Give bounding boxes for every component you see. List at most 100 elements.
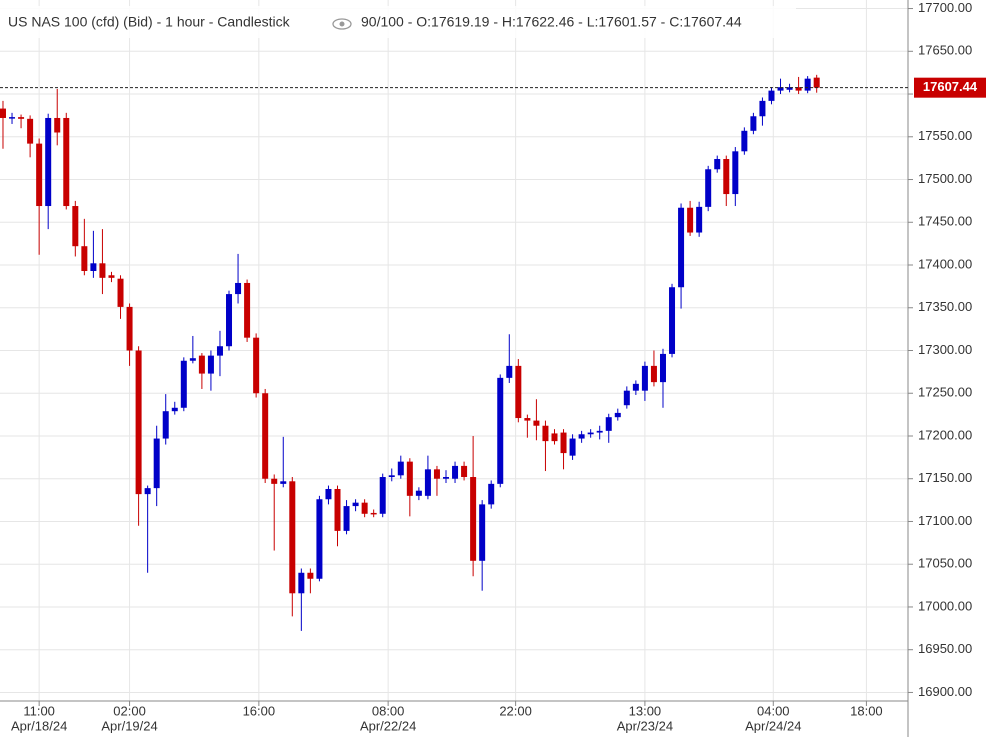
candle-body (515, 365, 522, 419)
eye-icon (332, 18, 352, 30)
candle-body (90, 263, 97, 271)
y-tick-label: 17100.00 (918, 513, 972, 528)
x-tick-label: 22:00 (499, 703, 532, 718)
candle-body (560, 432, 567, 454)
grid (0, 0, 908, 701)
candle-body (370, 512, 377, 515)
candle-body (144, 488, 151, 495)
candle-body (759, 100, 766, 117)
x-tick-label: 16:00 (243, 703, 276, 718)
candle-body (63, 117, 70, 207)
candles (0, 74, 820, 631)
y-tick-label: 16900.00 (918, 684, 972, 699)
candle-body (542, 425, 549, 442)
candle-body (461, 465, 468, 478)
candle-body (45, 117, 52, 207)
candle-body (388, 475, 395, 478)
chart-title: US NAS 100 (cfd) (Bid) - 1 hour - Candle… (8, 14, 291, 30)
y-tick-label: 17150.00 (918, 470, 972, 485)
x-date-label: Apr/18/24 (11, 718, 67, 733)
candle-body (433, 469, 440, 479)
candle-body (650, 365, 657, 383)
candle-body (153, 438, 160, 489)
candle-body (614, 412, 621, 418)
candle-body (226, 294, 233, 347)
candle-body (207, 355, 214, 374)
x-date-label: Apr/24/24 (745, 718, 801, 733)
candle-body (189, 358, 196, 361)
candle-body (298, 572, 305, 594)
x-date-label: Apr/22/24 (360, 718, 416, 733)
candle-body (533, 420, 540, 426)
y-tick-label: 17350.00 (918, 299, 972, 314)
y-tick-label: 17050.00 (918, 556, 972, 571)
candle-body (578, 434, 585, 439)
candle-body (81, 246, 88, 271)
candle-body (569, 438, 576, 456)
candle-body (497, 377, 504, 484)
candle-body (262, 393, 269, 479)
candle-body (379, 477, 386, 514)
candle-body (479, 504, 486, 561)
candle-body (524, 418, 531, 421)
y-tick-label: 17650.00 (918, 43, 972, 58)
candle-body (343, 506, 350, 531)
last-price-label: 17607.44 (923, 79, 978, 94)
y-tick-label: 17450.00 (918, 214, 972, 229)
candle-body (117, 278, 124, 307)
candle-body (768, 90, 775, 101)
candle-body (777, 87, 784, 91)
candle-body (470, 477, 477, 561)
candle-body (0, 108, 6, 118)
candle-body (325, 488, 332, 500)
candle-body (741, 130, 748, 152)
candle-body (641, 365, 648, 391)
candle-body (732, 151, 739, 195)
candle-body (216, 346, 223, 356)
candle-body (36, 143, 43, 207)
candle-body (18, 117, 25, 119)
candle-body (488, 483, 495, 505)
candle-body (135, 350, 142, 495)
x-tick-label: 11:00 (23, 703, 55, 718)
candle-body (687, 207, 694, 233)
candle-body (244, 282, 251, 338)
last-price-tag (914, 77, 986, 98)
candle-body (406, 461, 413, 496)
candle-body (795, 87, 802, 91)
candle-body (108, 275, 115, 278)
candle-body (280, 481, 287, 484)
candle-body (180, 360, 187, 408)
candle-body (452, 465, 459, 479)
candle-body (9, 117, 16, 119)
candle-body (424, 469, 431, 496)
candle-body (54, 117, 61, 133)
y-tick-label: 17000.00 (918, 598, 972, 613)
candle-body (171, 407, 178, 412)
candle-body (669, 287, 676, 354)
candle-body (442, 477, 449, 479)
header-bg (0, 6, 796, 38)
candle-body (415, 490, 422, 496)
y-tick-label: 17300.00 (918, 342, 972, 357)
candle-body (705, 169, 712, 207)
candle-body (198, 355, 205, 374)
candle-body (253, 337, 260, 394)
candle-body (605, 417, 612, 431)
candle-body (271, 478, 278, 484)
candle-body (750, 116, 757, 131)
x-date-label: Apr/19/24 (101, 718, 157, 733)
candle-body (289, 481, 296, 594)
candle-body (696, 206, 703, 233)
candle-body (551, 433, 558, 442)
y-tick-label: 17500.00 (918, 171, 972, 186)
candle-body (307, 572, 314, 579)
candle-body (506, 365, 513, 378)
x-tick-label: 04:00 (757, 703, 790, 718)
y-tick-label: 17700.00 (918, 0, 972, 15)
candle-body (714, 159, 721, 170)
candle-body (786, 87, 793, 90)
candle-body (334, 488, 341, 531)
ohlc-info: 90/100 - O:17619.19 - H:17622.46 - L:176… (361, 14, 742, 30)
